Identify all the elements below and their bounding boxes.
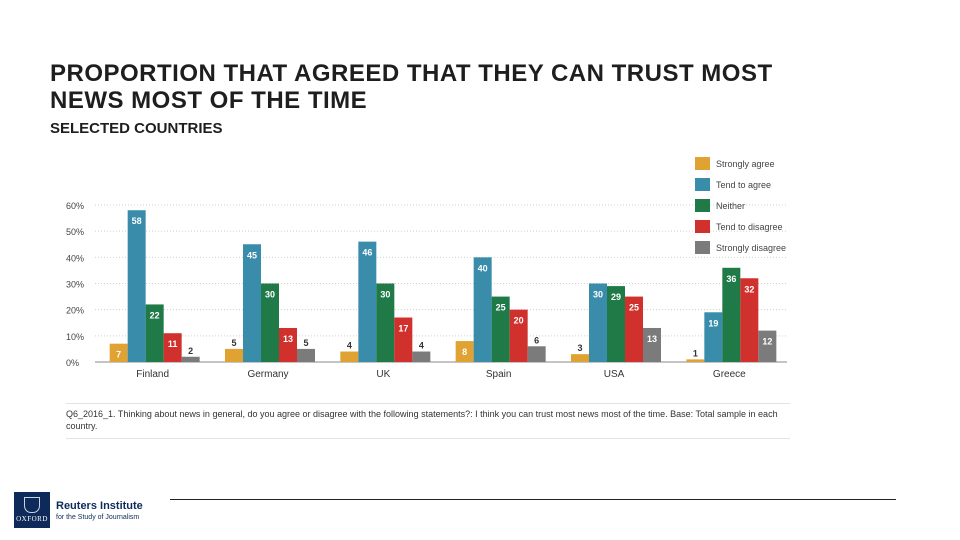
- note-divider-bottom: [66, 438, 790, 439]
- legend-swatch: [695, 178, 710, 191]
- bar: [625, 296, 643, 362]
- bar: [758, 330, 777, 362]
- legend-swatch: [695, 199, 710, 212]
- legend-swatch: [695, 220, 710, 233]
- note-divider-top: [66, 403, 790, 404]
- bar: [181, 356, 200, 362]
- y-tick-label: 0%: [66, 358, 79, 368]
- oxford-crest-icon: OXFORD: [14, 492, 50, 528]
- bar-value-label: 1: [693, 348, 698, 358]
- y-tick-label: 30%: [66, 280, 84, 290]
- legend-swatch: [695, 157, 710, 170]
- bar-value-label: 22: [150, 310, 160, 320]
- x-tick-label: UK: [376, 369, 390, 380]
- bar: [376, 283, 395, 362]
- bar: [704, 312, 723, 362]
- reuters-institute-logo: OXFORD Reuters Institute for the Study o…: [14, 492, 143, 528]
- bar: [297, 348, 315, 362]
- bar: [243, 244, 261, 362]
- bar-value-label: 3: [577, 343, 582, 353]
- bar: [412, 351, 431, 362]
- bar-value-label: 45: [247, 250, 257, 260]
- x-tick-label: USA: [604, 369, 625, 380]
- page-title: PROPORTION THAT AGREED THAT THEY CAN TRU…: [50, 60, 773, 114]
- bar-value-label: 36: [726, 274, 736, 284]
- x-tick-label: Finland: [136, 369, 169, 380]
- legend-label: Strongly agree: [716, 159, 775, 169]
- bar-value-label: 40: [478, 263, 488, 273]
- bar-value-label: 32: [744, 284, 754, 294]
- bar: [394, 317, 413, 362]
- bar-value-label: 4: [347, 341, 352, 351]
- bar-value-label: 30: [265, 290, 275, 300]
- logo-name: Reuters Institute: [56, 499, 143, 512]
- bar-value-label: 25: [496, 303, 506, 313]
- bar: [340, 351, 359, 362]
- y-tick-label: 60%: [66, 201, 84, 211]
- bar: [109, 343, 128, 362]
- bar-value-label: 13: [283, 334, 293, 344]
- x-tick-label: Germany: [247, 369, 288, 380]
- legend-label: Tend to disagree: [716, 222, 783, 232]
- bar-value-label: 2: [188, 346, 193, 356]
- y-tick-label: 40%: [66, 253, 84, 263]
- bar-value-label: 58: [132, 216, 142, 226]
- bar: [473, 257, 492, 362]
- bar-value-label: 46: [362, 248, 372, 258]
- bar-value-label: 5: [231, 338, 236, 348]
- bar-value-label: 17: [398, 324, 408, 334]
- y-tick-label: 50%: [66, 227, 84, 237]
- bar-value-label: 30: [593, 290, 603, 300]
- legend-label: Strongly disagree: [716, 243, 786, 253]
- y-tick-label: 10%: [66, 332, 84, 342]
- bar: [589, 283, 607, 362]
- bar-value-label: 11: [168, 339, 178, 349]
- logo-subtitle: for the Study of Journalism: [56, 513, 140, 521]
- question-note: Q6_2016_1. Thinking about news in genera…: [66, 409, 778, 431]
- bar: [607, 286, 625, 362]
- bar-value-label: 12: [762, 337, 772, 347]
- bar: [527, 346, 546, 362]
- bar-value-label: 8: [462, 347, 467, 357]
- x-tick-label: Spain: [486, 369, 512, 380]
- legend-swatch: [695, 241, 710, 254]
- footer-divider: [170, 499, 896, 500]
- bar-value-label: 25: [629, 303, 639, 313]
- bar: [145, 304, 164, 362]
- legend-label: Tend to agree: [716, 180, 771, 190]
- bar: [279, 327, 297, 362]
- bar: [571, 354, 589, 362]
- y-tick-label: 20%: [66, 306, 84, 316]
- bar-value-label: 5: [303, 338, 308, 348]
- bar-value-label: 19: [708, 318, 718, 328]
- bar: [455, 341, 474, 362]
- bar-value-label: 13: [647, 334, 657, 344]
- bar: [686, 359, 705, 362]
- bar-value-label: 29: [611, 292, 621, 302]
- bar: [225, 348, 243, 362]
- bar-value-label: 6: [534, 335, 539, 345]
- bar-value-label: 4: [419, 341, 424, 351]
- bar: [163, 333, 182, 362]
- x-tick-label: Greece: [713, 369, 746, 380]
- bar-chart: 0%10%20%30%40%50%60%75822112Finland54530…: [66, 157, 787, 380]
- bar: [491, 296, 510, 362]
- bar: [261, 283, 279, 362]
- bar: [643, 327, 661, 362]
- page-subtitle: SELECTED COUNTRIES: [50, 120, 223, 137]
- bar-value-label: 7: [116, 350, 121, 360]
- bar: [127, 210, 146, 362]
- bar: [358, 241, 377, 362]
- legend-label: Neither: [716, 201, 745, 211]
- bar: [722, 267, 741, 362]
- bar-value-label: 20: [514, 316, 524, 326]
- bar: [509, 309, 528, 362]
- bar-value-label: 30: [380, 290, 390, 300]
- bar: [740, 278, 759, 362]
